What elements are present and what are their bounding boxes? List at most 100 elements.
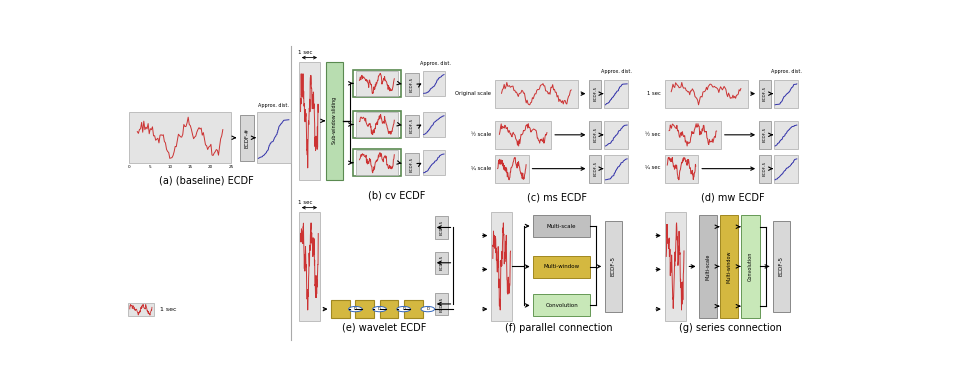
- Text: D: D: [402, 307, 405, 311]
- Text: Convolution: Convolution: [545, 303, 578, 308]
- Text: 25: 25: [229, 165, 234, 169]
- FancyBboxPatch shape: [405, 153, 418, 175]
- Text: ECDF-#: ECDF-#: [244, 128, 249, 148]
- FancyBboxPatch shape: [589, 121, 601, 149]
- Text: (b) cv ECDF: (b) cv ECDF: [368, 191, 425, 201]
- Text: 0: 0: [127, 165, 130, 169]
- Text: ½ scale: ½ scale: [471, 132, 491, 137]
- Text: ¼ sec: ¼ sec: [645, 166, 661, 171]
- FancyBboxPatch shape: [495, 121, 552, 149]
- FancyBboxPatch shape: [720, 215, 739, 318]
- Text: Approx. dist.: Approx. dist.: [771, 70, 802, 74]
- FancyBboxPatch shape: [605, 221, 622, 312]
- Text: ½ sec: ½ sec: [645, 132, 661, 137]
- FancyBboxPatch shape: [404, 300, 422, 318]
- Circle shape: [348, 306, 362, 312]
- FancyBboxPatch shape: [774, 221, 790, 312]
- Circle shape: [421, 306, 435, 312]
- Text: (d) mw ECDF: (d) mw ECDF: [701, 193, 764, 203]
- FancyBboxPatch shape: [491, 212, 512, 321]
- FancyBboxPatch shape: [495, 80, 578, 108]
- Text: D: D: [378, 307, 381, 311]
- FancyBboxPatch shape: [604, 155, 629, 183]
- Text: 1 sec: 1 sec: [298, 200, 312, 205]
- Text: Sub-window sliding: Sub-window sliding: [332, 97, 337, 144]
- Text: Convolution: Convolution: [748, 252, 753, 281]
- FancyBboxPatch shape: [774, 80, 798, 108]
- Text: (a) (baseline) ECDF: (a) (baseline) ECDF: [160, 175, 254, 185]
- FancyBboxPatch shape: [356, 71, 398, 96]
- FancyBboxPatch shape: [665, 121, 721, 149]
- FancyBboxPatch shape: [759, 121, 771, 149]
- FancyBboxPatch shape: [422, 71, 445, 96]
- FancyBboxPatch shape: [405, 115, 418, 137]
- Text: ECDF-5: ECDF-5: [611, 256, 616, 277]
- FancyBboxPatch shape: [665, 212, 686, 321]
- Text: 1 sec: 1 sec: [647, 91, 661, 96]
- FancyBboxPatch shape: [405, 73, 418, 96]
- FancyBboxPatch shape: [774, 121, 798, 149]
- Text: Original scale: Original scale: [455, 91, 491, 96]
- FancyBboxPatch shape: [589, 155, 601, 183]
- Text: ECDF-5: ECDF-5: [594, 86, 597, 101]
- Text: ECDF-5: ECDF-5: [763, 161, 767, 176]
- FancyBboxPatch shape: [741, 215, 760, 318]
- Text: (g) series connection: (g) series connection: [679, 323, 782, 333]
- Text: ECDF-5: ECDF-5: [440, 255, 444, 270]
- FancyBboxPatch shape: [379, 300, 398, 318]
- Text: ¼ scale: ¼ scale: [471, 166, 491, 171]
- Text: D: D: [426, 307, 429, 311]
- Text: 20: 20: [208, 165, 213, 169]
- Text: ECDF-5: ECDF-5: [440, 220, 444, 235]
- FancyBboxPatch shape: [435, 293, 449, 315]
- FancyBboxPatch shape: [665, 80, 747, 108]
- Text: ECDF-5: ECDF-5: [594, 127, 597, 142]
- FancyBboxPatch shape: [495, 155, 529, 183]
- FancyBboxPatch shape: [700, 215, 717, 318]
- Text: ECDF-5: ECDF-5: [410, 118, 414, 133]
- Circle shape: [373, 306, 386, 312]
- Text: (c) ms ECDF: (c) ms ECDF: [527, 193, 588, 203]
- FancyBboxPatch shape: [759, 155, 771, 183]
- Text: Multi-window: Multi-window: [727, 250, 732, 283]
- FancyBboxPatch shape: [331, 300, 350, 318]
- Text: ECDF-5: ECDF-5: [763, 86, 767, 101]
- FancyBboxPatch shape: [240, 115, 254, 160]
- FancyBboxPatch shape: [435, 252, 449, 274]
- Text: Multi-window: Multi-window: [544, 264, 580, 269]
- Text: ECDF-5: ECDF-5: [763, 127, 767, 142]
- Text: Approx. dist.: Approx. dist.: [420, 62, 450, 66]
- Text: (f) parallel connection: (f) parallel connection: [505, 323, 613, 333]
- Text: ECDF-5: ECDF-5: [594, 161, 597, 176]
- Circle shape: [397, 306, 411, 312]
- FancyBboxPatch shape: [604, 121, 629, 149]
- FancyBboxPatch shape: [257, 112, 291, 163]
- FancyBboxPatch shape: [299, 62, 320, 180]
- FancyBboxPatch shape: [326, 62, 342, 180]
- Text: Multi-scale: Multi-scale: [547, 223, 576, 228]
- FancyBboxPatch shape: [422, 112, 445, 137]
- Text: (e) wavelet ECDF: (e) wavelet ECDF: [342, 323, 426, 333]
- FancyBboxPatch shape: [435, 217, 449, 238]
- FancyBboxPatch shape: [533, 256, 590, 278]
- FancyBboxPatch shape: [665, 155, 699, 183]
- FancyBboxPatch shape: [604, 80, 629, 108]
- Text: 5: 5: [148, 165, 151, 169]
- Text: ECDF-5: ECDF-5: [410, 157, 414, 172]
- FancyBboxPatch shape: [299, 212, 320, 321]
- FancyBboxPatch shape: [533, 215, 590, 237]
- FancyBboxPatch shape: [422, 150, 445, 175]
- FancyBboxPatch shape: [127, 303, 154, 316]
- Text: 10: 10: [167, 165, 172, 169]
- Text: Multi-scale: Multi-scale: [705, 253, 711, 280]
- Text: Approx. dist.: Approx. dist.: [258, 103, 289, 108]
- FancyBboxPatch shape: [589, 80, 601, 108]
- FancyBboxPatch shape: [129, 112, 231, 163]
- Text: ECDF-5: ECDF-5: [410, 77, 414, 92]
- FancyBboxPatch shape: [774, 155, 798, 183]
- FancyBboxPatch shape: [355, 300, 375, 318]
- FancyBboxPatch shape: [533, 295, 590, 316]
- Text: D: D: [354, 307, 357, 311]
- FancyBboxPatch shape: [759, 80, 771, 108]
- Text: ECDF-5: ECDF-5: [779, 256, 784, 277]
